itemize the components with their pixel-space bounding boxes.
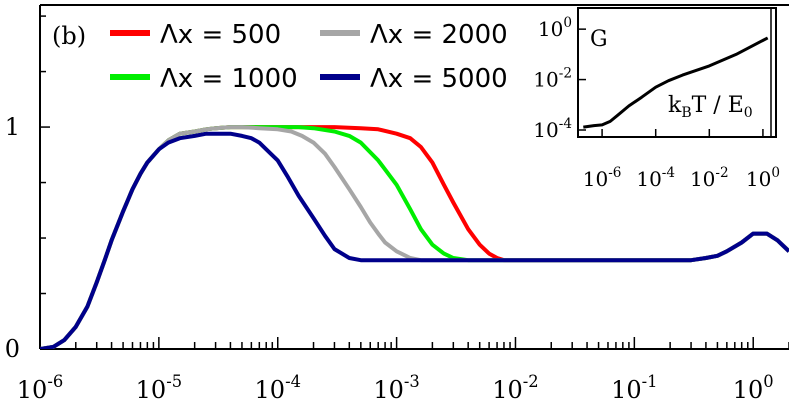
inset-y-tick-label: 100 <box>538 15 572 41</box>
main-x-tick-labels: 10-6 10-5 10-4 10-3 10-2 10-1 100 <box>17 372 774 404</box>
inset-y-label: G <box>590 27 608 52</box>
x-tick-label: 10-2 <box>492 372 538 404</box>
inset-x-tick-label: 10-2 <box>690 165 729 191</box>
series-line-3 <box>40 125 789 349</box>
series-line-4 <box>40 131 789 349</box>
x-tick-label: 10-1 <box>611 372 657 404</box>
legend: Λx = 500 Λx = 1000 Λx = 2000 Λx = 5000 <box>110 20 508 94</box>
inset-x-label: kBT / E0 <box>668 93 753 121</box>
inset-curve <box>583 36 769 129</box>
inset-x-tick-label: 10-6 <box>583 165 622 191</box>
main-y-ticks <box>40 15 50 295</box>
legend-label: Λx = 1000 <box>160 64 298 94</box>
x-tick-label: 100 <box>733 372 774 404</box>
inset-ticks <box>578 28 764 137</box>
legend-label: Λx = 2000 <box>370 20 508 50</box>
x-tick-label: 10-4 <box>255 372 301 404</box>
main-x-ticks <box>39 337 789 349</box>
x-tick-label: 10-6 <box>17 372 63 404</box>
inset-tick-labels: 10-6 10-4 10-2 100 10-4 10-2 100 <box>533 15 780 191</box>
inset-y-tick-label: 10-2 <box>533 66 572 92</box>
legend-label: Λx = 500 <box>160 20 281 50</box>
main-series-lines <box>40 125 789 349</box>
inset-series-line <box>583 36 769 129</box>
series-line-1 <box>40 125 789 349</box>
x-tick-label: 10-3 <box>373 372 419 404</box>
inset-frame <box>577 7 777 138</box>
series-line-2 <box>40 125 789 349</box>
main-y-tick-labels: 01 <box>5 113 20 363</box>
legend-label: Λx = 5000 <box>370 64 508 94</box>
inset-x-tick-label: 10-4 <box>636 165 675 191</box>
panel-label: (b) <box>52 22 86 50</box>
y-tick-label: 1 <box>5 113 20 141</box>
inset-x-tick-label: 100 <box>746 165 780 191</box>
x-tick-label: 10-5 <box>136 372 182 404</box>
inset-y-tick-label: 10-4 <box>533 116 572 142</box>
y-tick-label: 0 <box>5 335 20 363</box>
